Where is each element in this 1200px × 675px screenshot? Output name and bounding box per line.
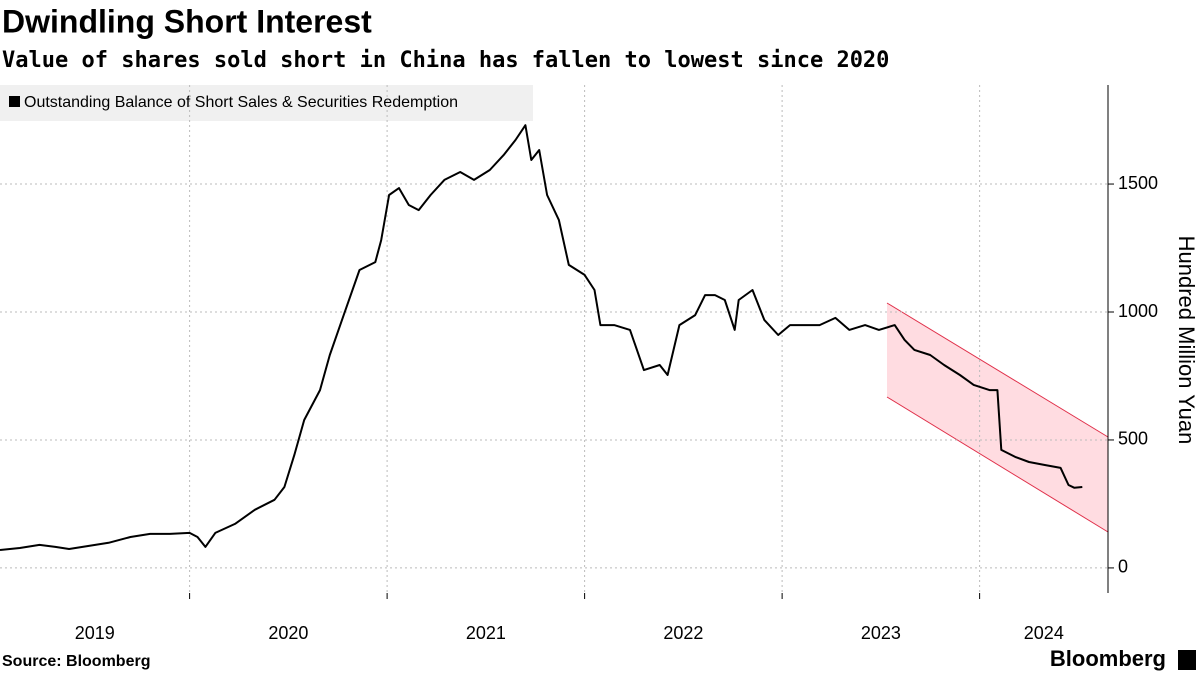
channel-top: [886, 302, 1109, 438]
brand: Bloomberg: [1050, 646, 1166, 671]
channel-bottom: [886, 396, 1109, 533]
y-axis-title: Hundred Million Yuan: [1174, 236, 1199, 445]
x-tick-label: 2024: [1024, 623, 1064, 643]
legend-box: [0, 85, 533, 121]
trend-channel: [887, 303, 1108, 532]
x-tick-label: 2019: [75, 623, 115, 643]
x-tick-label: 2023: [861, 623, 901, 643]
chart-title: Dwindling Short Interest: [2, 3, 372, 39]
source: Source: Bloomberg: [2, 653, 150, 670]
x-tick-label: 2020: [268, 623, 308, 643]
brand-icon: [1178, 650, 1196, 670]
y-tick-label: 0: [1118, 557, 1128, 577]
chart-subtitle: Value of shares sold short in China has …: [2, 48, 889, 73]
y-tick-label: 500: [1118, 429, 1148, 449]
legend-label: Outstanding Balance of Short Sales & Sec…: [24, 94, 458, 111]
data-line: [0, 124, 1083, 551]
x-tick-label: 2021: [466, 623, 506, 643]
legend-swatch: [9, 96, 20, 107]
x-tick-label: 2022: [663, 623, 703, 643]
y-tick-label: 1000: [1118, 301, 1158, 321]
y-tick-label: 1500: [1118, 173, 1158, 193]
